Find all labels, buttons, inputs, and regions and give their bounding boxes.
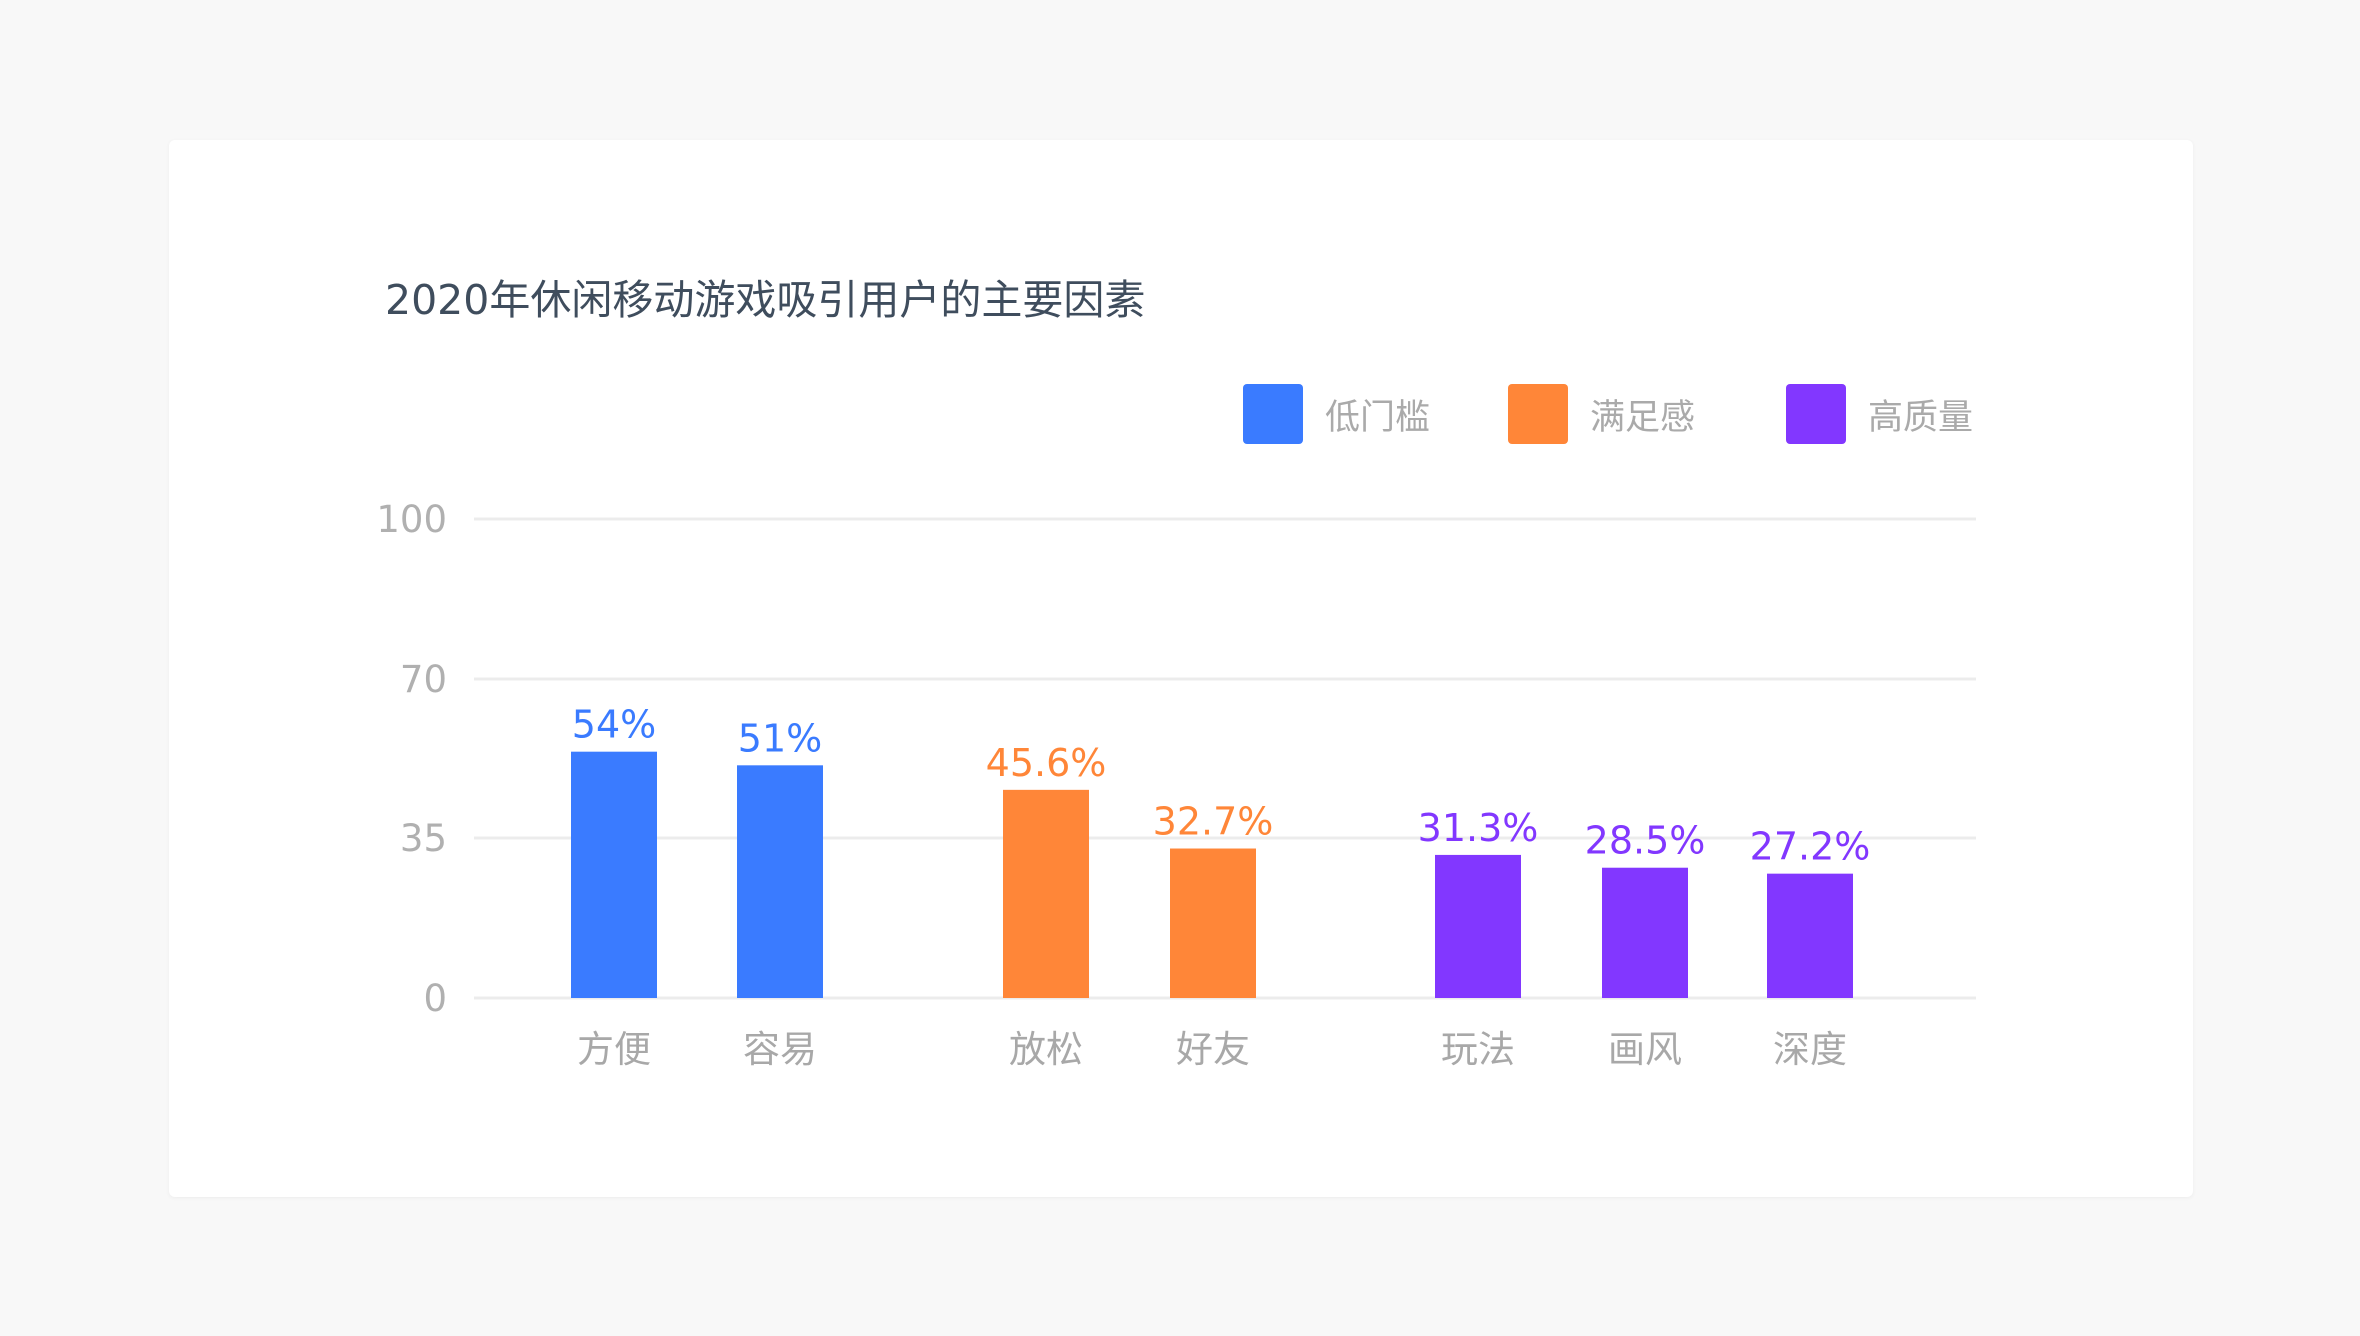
legend-item-low-barrier: 低门槛 <box>1243 384 1430 444</box>
legend-swatch <box>1786 384 1846 444</box>
legend-item-satisfaction: 满足感 <box>1508 384 1695 444</box>
x-tick-label: 画风 <box>1608 1028 1682 1071</box>
bar-容易 <box>737 765 823 998</box>
data-label: 45.6% <box>986 741 1107 785</box>
x-tick-label: 深度 <box>1773 1028 1847 1071</box>
bar-画风 <box>1602 867 1688 998</box>
bar-深度 <box>1767 873 1853 998</box>
x-tick-label: 放松 <box>1009 1028 1083 1071</box>
bar-好友 <box>1170 848 1256 998</box>
y-tick-label: 70 <box>400 658 447 701</box>
chart-title: 2020年休闲移动游戏吸引用户的主要因素 <box>385 276 1146 324</box>
y-tick-label: 35 <box>400 817 447 860</box>
data-label: 32.7% <box>1153 800 1274 844</box>
data-label: 51% <box>738 716 822 760</box>
x-tick-label: 玩法 <box>1441 1028 1515 1071</box>
data-label: 27.2% <box>1750 825 1871 869</box>
bar-方便 <box>571 751 657 998</box>
x-tick-label: 方便 <box>577 1028 651 1071</box>
legend-item-high-quality: 高质量 <box>1786 384 1973 444</box>
legend-label: 高质量 <box>1868 397 1974 438</box>
data-label: 28.5% <box>1585 819 1706 863</box>
x-tick-label: 容易 <box>743 1028 817 1071</box>
bar-玩法 <box>1435 854 1521 998</box>
data-label: 54% <box>572 703 656 747</box>
y-tick-label: 0 <box>423 977 447 1020</box>
legend-swatch <box>1243 384 1303 444</box>
y-tick-label: 100 <box>376 498 447 541</box>
data-label: 31.3% <box>1418 806 1539 850</box>
legend-swatch <box>1508 384 1568 444</box>
bar-放松 <box>1003 789 1089 998</box>
x-tick-label: 好友 <box>1176 1028 1250 1071</box>
chart-card <box>169 140 2193 1197</box>
legend-label: 满足感 <box>1590 397 1696 438</box>
legend-label: 低门槛 <box>1325 397 1431 438</box>
